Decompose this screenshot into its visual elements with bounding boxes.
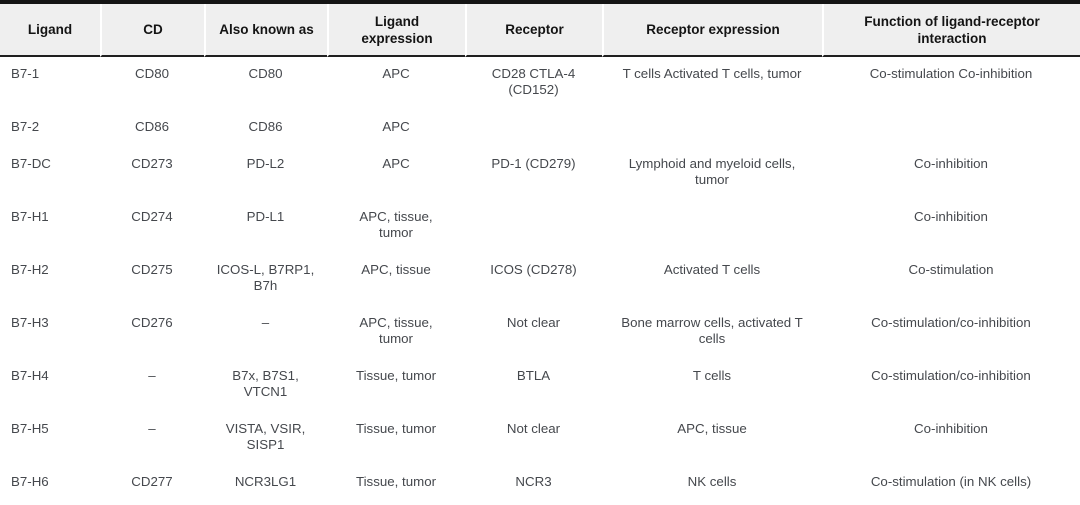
ligand-receptor-table: Ligand CD Also known as Ligand expressio… <box>0 4 1080 505</box>
cell-receptor: PD-1 (CD279) <box>465 147 602 200</box>
cell-also-known-as: HHLA2 <box>204 502 327 505</box>
cell-also-known-as: – <box>204 306 327 359</box>
cell-receptor-expression: T cells Activated T cells, tumor <box>602 57 822 110</box>
cell-ligand-expression: APC, tumor <box>327 502 465 505</box>
cell-ligand: B7-H6 <box>0 465 100 502</box>
cell-receptor-expression: Bone marrow cells, activated T cells <box>602 306 822 359</box>
cell-ligand-expression: APC, tissue, tumor <box>327 200 465 253</box>
cell-function: Co-stimulation/co-inhibition <box>822 306 1080 359</box>
cell-ligand-expression: APC, tissue, tumor <box>327 306 465 359</box>
cell-ligand: B7-H4 <box>0 359 100 412</box>
cell-cd: CD80 <box>100 57 204 110</box>
table-row: B7-H4 – B7x, B7S1, VTCN1 Tissue, tumor B… <box>0 359 1080 412</box>
cell-receptor <box>465 110 602 147</box>
table-row: B7-H2 CD275 ICOS-L, B7RP1, B7h APC, tiss… <box>0 253 1080 306</box>
cell-also-known-as: VISTA, VSIR, SISP1 <box>204 412 327 465</box>
header-row: Ligand CD Also known as Ligand expressio… <box>0 4 1080 57</box>
table-row: B7-DC CD273 PD-L2 APC PD-1 (CD279) Lymph… <box>0 147 1080 200</box>
table-header: Ligand CD Also known as Ligand expressio… <box>0 4 1080 57</box>
cell-function: Co-stimulation/co-inhibition <box>822 359 1080 412</box>
cell-function: Co-stimulation Co-inhibition <box>822 57 1080 110</box>
cell-also-known-as: B7x, B7S1, VTCN1 <box>204 359 327 412</box>
cell-also-known-as: CD86 <box>204 110 327 147</box>
cell-function: Co-stimulation/co-inhibition <box>822 502 1080 505</box>
cell-ligand-expression: APC, tissue <box>327 253 465 306</box>
cell-function: Co-inhibition <box>822 200 1080 253</box>
cell-receptor-expression: APC, tissue <box>602 412 822 465</box>
cell-ligand: B7-H2 <box>0 253 100 306</box>
cell-also-known-as: NCR3LG1 <box>204 465 327 502</box>
table-row: B7-H5 – VISTA, VSIR, SISP1 Tissue, tumor… <box>0 412 1080 465</box>
cell-cd: – <box>100 359 204 412</box>
cell-receptor: Not clear <box>465 306 602 359</box>
cell-cd: CD277 <box>100 465 204 502</box>
cell-ligand: B7-1 <box>0 57 100 110</box>
cell-receptor-expression: NK cells <box>602 465 822 502</box>
cell-function: Co-inhibition <box>822 412 1080 465</box>
cell-receptor: Not clear <box>465 412 602 465</box>
cell-ligand: B7-H1 <box>0 200 100 253</box>
column-header-ligand-expression: Ligand expression <box>327 4 465 57</box>
cell-ligand-expression: Tissue, tumor <box>327 359 465 412</box>
cell-cd: CD276 <box>100 306 204 359</box>
cell-receptor: TMIGD2 (CD28H) <box>465 502 602 505</box>
column-header-receptor: Receptor <box>465 4 602 57</box>
cell-receptor-expression: Tissue, T cells <box>602 502 822 505</box>
table-row: B7-1 CD80 CD80 APC CD28 CTLA-4 (CD152) T… <box>0 57 1080 110</box>
cell-ligand-expression: Tissue, tumor <box>327 412 465 465</box>
cell-cd: – <box>100 412 204 465</box>
table-row: B7-H3 CD276 – APC, tissue, tumor Not cle… <box>0 306 1080 359</box>
cell-ligand-expression: APC <box>327 57 465 110</box>
cell-also-known-as: CD80 <box>204 57 327 110</box>
table-row: B7-H7 – HHLA2 APC, tumor TMIGD2 (CD28H) … <box>0 502 1080 505</box>
cell-receptor-expression: Activated T cells <box>602 253 822 306</box>
cell-also-known-as: ICOS-L, B7RP1, B7h <box>204 253 327 306</box>
cell-also-known-as: PD-L1 <box>204 200 327 253</box>
cell-receptor <box>465 200 602 253</box>
cell-receptor: BTLA <box>465 359 602 412</box>
cell-receptor: NCR3 <box>465 465 602 502</box>
cell-function <box>822 110 1080 147</box>
cell-receptor-expression: T cells <box>602 359 822 412</box>
cell-function: Co-stimulation (in NK cells) <box>822 465 1080 502</box>
column-header-receptor-expression: Receptor expression <box>602 4 822 57</box>
cell-cd: CD273 <box>100 147 204 200</box>
cell-also-known-as: PD-L2 <box>204 147 327 200</box>
column-header-function: Function of ligand-receptor interaction <box>822 4 1080 57</box>
table-body: B7-1 CD80 CD80 APC CD28 CTLA-4 (CD152) T… <box>0 57 1080 505</box>
cell-cd: CD274 <box>100 200 204 253</box>
table-row: B7-H6 CD277 NCR3LG1 Tissue, tumor NCR3 N… <box>0 465 1080 502</box>
table-row: B7-H1 CD274 PD-L1 APC, tissue, tumor Co-… <box>0 200 1080 253</box>
cell-receptor: CD28 CTLA-4 (CD152) <box>465 57 602 110</box>
cell-cd: CD86 <box>100 110 204 147</box>
column-header-cd: CD <box>100 4 204 57</box>
cell-receptor: ICOS (CD278) <box>465 253 602 306</box>
cell-receptor-expression <box>602 200 822 253</box>
cell-ligand: B7-H3 <box>0 306 100 359</box>
cell-cd: – <box>100 502 204 505</box>
cell-receptor-expression <box>602 110 822 147</box>
cell-ligand-expression: APC <box>327 110 465 147</box>
cell-ligand: B7-H7 <box>0 502 100 505</box>
cell-function: Co-inhibition <box>822 147 1080 200</box>
cell-ligand: B7-DC <box>0 147 100 200</box>
column-header-also-known-as: Also known as <box>204 4 327 57</box>
cell-ligand: B7-2 <box>0 110 100 147</box>
cell-receptor-expression: Lymphoid and myeloid cells, tumor <box>602 147 822 200</box>
column-header-ligand: Ligand <box>0 4 100 57</box>
cell-ligand: B7-H5 <box>0 412 100 465</box>
cell-function: Co-stimulation <box>822 253 1080 306</box>
cell-ligand-expression: APC <box>327 147 465 200</box>
cell-ligand-expression: Tissue, tumor <box>327 465 465 502</box>
table-row: B7-2 CD86 CD86 APC <box>0 110 1080 147</box>
cell-cd: CD275 <box>100 253 204 306</box>
